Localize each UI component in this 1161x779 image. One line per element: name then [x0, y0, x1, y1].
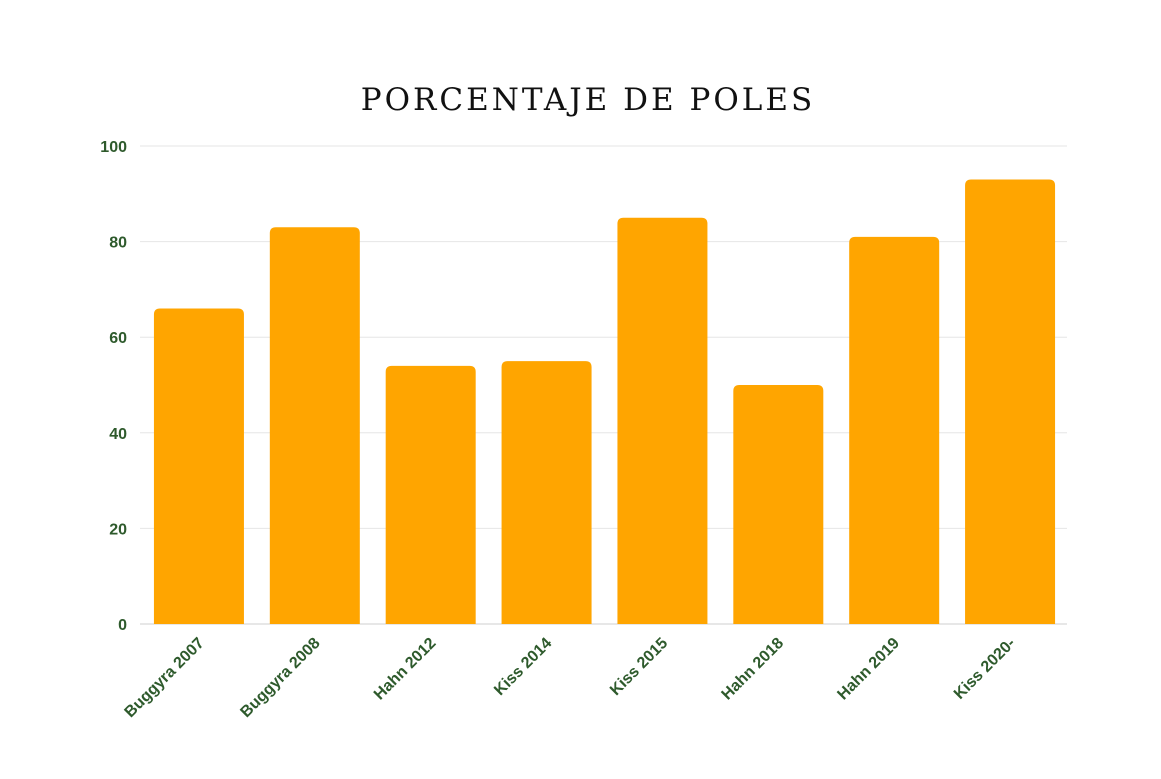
- y-tick-label: 80: [109, 235, 127, 252]
- x-tick-label: Buggyra 2007: [122, 635, 208, 721]
- bar: [269, 227, 360, 624]
- y-tick-label: 20: [109, 521, 127, 538]
- bar: [153, 308, 244, 624]
- x-tick-label: Kiss 2015: [607, 635, 671, 699]
- y-tick-label: 100: [100, 139, 127, 156]
- bar: [501, 361, 592, 624]
- x-tick-label: Hahn 2019: [834, 635, 903, 704]
- x-tick-label: Kiss 2020-: [951, 635, 1019, 703]
- bar: [965, 179, 1056, 624]
- chart-title: PORCENTAJE DE POLES: [361, 82, 815, 118]
- x-tick-label: Hahn 2018: [719, 635, 788, 704]
- x-axis-ticks: Buggyra 2007 Buggyra 2008 Hahn 2012 Kiss 20…: [122, 635, 1019, 721]
- bars: [153, 179, 1056, 624]
- bar: [385, 365, 476, 624]
- y-axis-ticks: 0 20 40 60 80 100: [100, 139, 127, 634]
- y-tick-label: 60: [109, 330, 127, 347]
- bar: [849, 236, 940, 624]
- y-tick-label: 0: [118, 617, 127, 634]
- x-tick-label: Kiss 2014: [491, 635, 555, 699]
- bar: [733, 385, 824, 624]
- x-tick-label: Hahn 2012: [371, 635, 440, 704]
- x-tick-label: Buggyra 2008: [237, 635, 323, 721]
- y-tick-label: 40: [109, 426, 127, 443]
- bar: [617, 217, 708, 624]
